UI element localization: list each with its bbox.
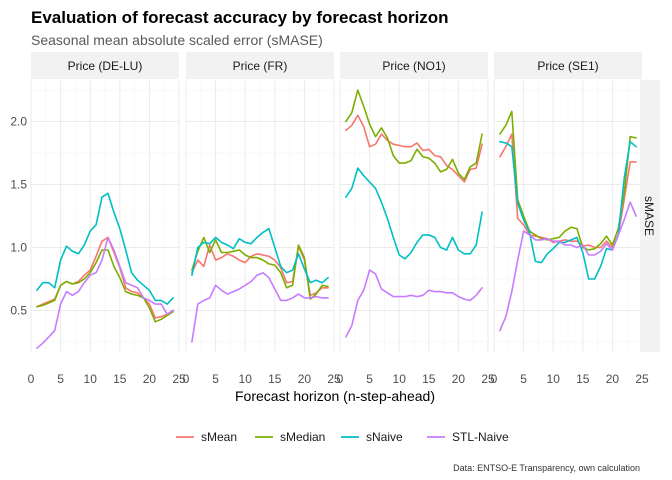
x-tick-label: 25 (635, 372, 649, 386)
series-line-smedian (191, 236, 329, 300)
legend-item: sNaive (341, 430, 403, 444)
series-line-smean (345, 114, 483, 183)
facet-panel: Price (FR) 0 5 10 15 20 25 (183, 52, 341, 386)
x-tick-label: 15 (422, 372, 436, 386)
x-tick-label: 10 (393, 372, 407, 386)
facet-panel: Price (DE-LU) 0 5 10 15 20 25 (28, 52, 186, 386)
y-strip-background (640, 80, 660, 352)
y-strip-label: sMASE (642, 196, 656, 236)
x-tick-label: 20 (143, 372, 157, 386)
series-line-stl-naive (345, 269, 483, 338)
series-line-snaive (191, 227, 329, 284)
x-tick-label: 10 (547, 372, 561, 386)
x-tick-label: 0 (28, 372, 35, 386)
facet-strip (31, 52, 179, 79)
chart-caption: Data: ENTSO-E Transparency, own calculat… (453, 463, 640, 473)
y-tick-label: 0.5 (10, 303, 27, 317)
facet-strip-label: Price (DE-LU) (68, 59, 143, 73)
legend-label: sMedian (280, 430, 325, 444)
x-tick-label: 25 (172, 372, 186, 386)
chart-subtitle: Seasonal mean absolute scaled error (sMA… (31, 32, 323, 48)
x-tick-label: 15 (268, 372, 282, 386)
x-tick-label: 20 (452, 372, 466, 386)
x-tick-label: 20 (606, 372, 620, 386)
y-strip: sMASE (640, 80, 660, 352)
x-tick-label: 15 (576, 372, 590, 386)
facet-panel: Price (SE1) 0 5 10 15 20 25 (491, 52, 649, 386)
facet-strip-label: Price (SE1) (537, 59, 598, 73)
legend-item: STL-Naive (427, 430, 509, 444)
legend-item: sMean (176, 430, 237, 444)
x-tick-label: 25 (481, 372, 495, 386)
x-tick-label: 15 (113, 372, 127, 386)
legend-label: sMean (201, 430, 237, 444)
x-tick-label: 5 (520, 372, 527, 386)
series-line-snaive (36, 192, 174, 305)
chart-title: Evaluation of forecast accuracy by forec… (31, 8, 449, 27)
series-line-smedian (345, 89, 483, 181)
series-line-snaive (345, 167, 483, 260)
series-line-smedian (499, 110, 637, 251)
legend: sMean sMedian sNaive STL-Naive (176, 430, 509, 444)
facet-panel: Price (NO1) 0 5 10 15 20 25 (337, 52, 495, 386)
x-tick-label: 5 (366, 372, 373, 386)
series-line-stl-naive (191, 271, 329, 343)
x-tick-label: 20 (298, 372, 312, 386)
x-tick-label: 0 (337, 372, 344, 386)
series-line-stl-naive (36, 236, 174, 350)
facet-strip (340, 52, 488, 79)
x-tick-label: 5 (212, 372, 219, 386)
x-tick-label: 0 (183, 372, 190, 386)
facet-strip-label: Price (NO1) (382, 59, 445, 73)
legend-label: sNaive (366, 430, 403, 444)
x-tick-label: 10 (239, 372, 253, 386)
x-tick-label: 10 (84, 372, 98, 386)
x-tick-label: 5 (57, 372, 64, 386)
x-axis-title: Forecast horizon (n-step-ahead) (235, 388, 435, 404)
series-line-stl-naive (499, 201, 637, 332)
y-tick-label: 1.5 (10, 178, 27, 192)
legend-label: STL-Naive (452, 430, 509, 444)
y-tick-label: 1.0 (10, 240, 27, 254)
x-tick-label: 25 (327, 372, 341, 386)
facet-strip-label: Price (FR) (233, 59, 288, 73)
legend-item: sMedian (255, 430, 325, 444)
x-tick-label: 0 (491, 372, 498, 386)
facet-panels: Price (DE-LU) 0 5 10 15 20 25 Price (FR) 0 5 10 15 2… (10, 52, 649, 386)
facet-strip (494, 52, 642, 79)
facet-strip (186, 52, 334, 79)
y-tick-label: 2.0 (10, 115, 27, 129)
